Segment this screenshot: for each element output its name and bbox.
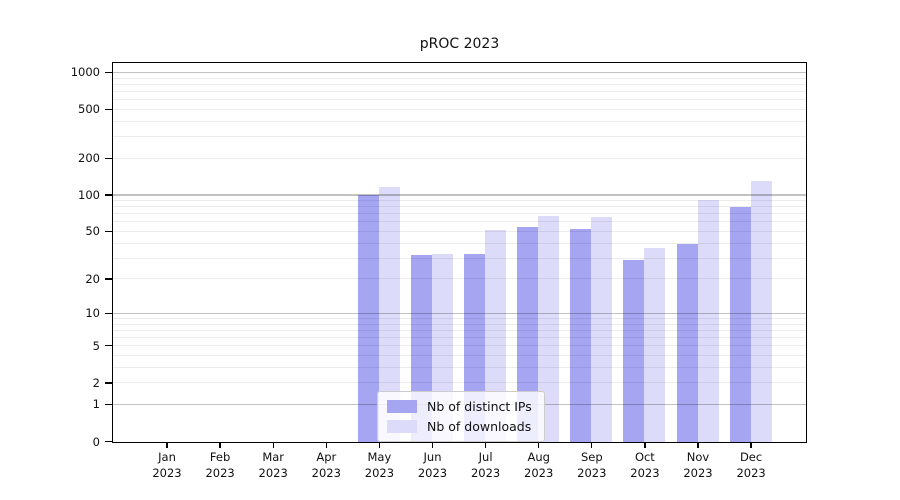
y-tick-100	[105, 194, 112, 196]
x-tick-label-feb: Feb 2023	[190, 450, 250, 481]
y-tick-50	[105, 230, 112, 233]
x-tick-month: Feb	[209, 450, 231, 464]
x-tick-dec	[750, 443, 752, 448]
x-tick-month: Sep	[580, 450, 603, 464]
x-tick-nov	[697, 443, 699, 448]
y-tick-1000	[105, 71, 112, 74]
chart-title: pROC 2023	[419, 36, 500, 52]
bar-nov-downloads	[697, 200, 719, 442]
y-tick-label-1: 1	[92, 397, 100, 412]
x-tick-label-jun: Jun 2023	[403, 450, 463, 481]
bar-nov-distinct-ips	[676, 243, 698, 442]
x-tick-year: 2023	[577, 465, 607, 480]
y-tick-label-10: 10	[85, 306, 100, 321]
y-tick-label-0: 0	[92, 434, 100, 449]
x-tick-oct	[644, 443, 646, 448]
bar-jul-downloads	[485, 229, 507, 442]
x-tick-label-apr: Apr 2023	[296, 450, 356, 481]
x-tick-month: Apr	[316, 450, 337, 464]
bars-layer	[113, 63, 806, 442]
x-tick-sep	[591, 443, 593, 448]
x-tick-label-aug: Aug 2023	[509, 450, 569, 481]
x-tick-year: 2023	[524, 465, 554, 480]
x-tick-jun	[431, 443, 434, 448]
legend-item-distinct-ips: Nb of distinct IPs	[387, 399, 532, 414]
y-tick-500	[105, 108, 112, 111]
y-tick-200	[105, 157, 112, 159]
bar-may-distinct-ips	[357, 195, 379, 442]
legend-label-distinct-ips: Nb of distinct IPs	[427, 399, 532, 414]
x-tick-year: 2023	[683, 465, 713, 480]
x-tick-apr	[325, 443, 327, 448]
x-tick-month: Nov	[686, 450, 710, 464]
x-tick-jan	[166, 443, 168, 448]
legend-item-downloads: Nb of downloads	[387, 419, 532, 434]
x-tick-month: Jul	[478, 450, 493, 464]
x-tick-year: 2023	[630, 465, 660, 480]
x-tick-may	[378, 443, 381, 448]
x-tick-month: Oct	[634, 450, 655, 464]
legend: Nb of distinct IPs Nb of downloads	[377, 391, 545, 442]
x-tick-label-sep: Sep 2023	[562, 450, 622, 481]
x-tick-year: 2023	[311, 465, 341, 480]
y-tick-label-50: 50	[85, 224, 100, 239]
x-tick-month: May	[367, 450, 392, 464]
x-tick-month: Dec	[739, 450, 763, 464]
x-tick-label-jul: Jul 2023	[456, 450, 516, 481]
x-tick-label-dec: Dec 2023	[721, 450, 781, 481]
plot-area: Nb of distinct IPs Nb of downloads	[112, 62, 807, 443]
x-tick-year: 2023	[152, 465, 182, 480]
y-tick-2	[105, 382, 112, 384]
y-tick-label-5: 5	[92, 338, 100, 353]
x-tick-aug	[538, 443, 540, 448]
y-tick-label-20: 20	[85, 271, 100, 286]
x-tick-label-oct: Oct 2023	[615, 450, 675, 481]
bar-aug-distinct-ips	[517, 226, 539, 442]
x-tick-jul	[484, 443, 487, 448]
x-tick-month: Jun	[423, 450, 442, 464]
x-tick-label-may: May 2023	[349, 450, 409, 481]
y-tick-label-500: 500	[78, 102, 100, 117]
x-tick-year: 2023	[736, 465, 766, 480]
x-tick-month: Jan	[158, 450, 176, 464]
x-tick-label-mar: Mar 2023	[243, 450, 303, 481]
bar-aug-downloads	[538, 215, 560, 442]
bar-may-downloads	[378, 186, 400, 442]
y-tick-label-2: 2	[92, 375, 100, 390]
x-tick-year: 2023	[470, 465, 501, 480]
x-tick-month: Mar	[262, 450, 285, 464]
x-tick-label-jan: Jan 2023	[137, 450, 197, 481]
legend-label-downloads: Nb of downloads	[427, 419, 532, 434]
x-tick-year: 2023	[205, 465, 235, 480]
y-tick-label-1000: 1000	[70, 65, 100, 80]
y-tick-5	[105, 345, 112, 347]
bar-dec-distinct-ips	[729, 206, 751, 442]
x-tick-mar	[272, 443, 274, 448]
bar-sep-downloads	[591, 217, 613, 442]
y-tick-20	[105, 278, 112, 280]
y-tick-label-100: 100	[78, 187, 100, 202]
bar-dec-downloads	[750, 180, 772, 442]
legend-swatch-distinct-ips	[387, 400, 417, 413]
bar-oct-downloads	[644, 247, 666, 442]
legend-swatch-downloads	[387, 420, 417, 433]
x-tick-month: Aug	[527, 450, 550, 464]
x-tick-label-nov: Nov 2023	[668, 450, 728, 481]
y-tick-1	[105, 403, 112, 406]
x-tick-feb	[219, 443, 221, 448]
x-tick-year: 2023	[417, 465, 448, 480]
y-tick-0	[105, 440, 112, 443]
bar-sep-distinct-ips	[570, 228, 592, 442]
x-tick-year: 2023	[258, 465, 288, 480]
y-tick-label-200: 200	[78, 151, 100, 166]
bar-oct-distinct-ips	[623, 260, 645, 442]
y-tick-10	[105, 312, 112, 315]
x-tick-year: 2023	[364, 465, 395, 480]
